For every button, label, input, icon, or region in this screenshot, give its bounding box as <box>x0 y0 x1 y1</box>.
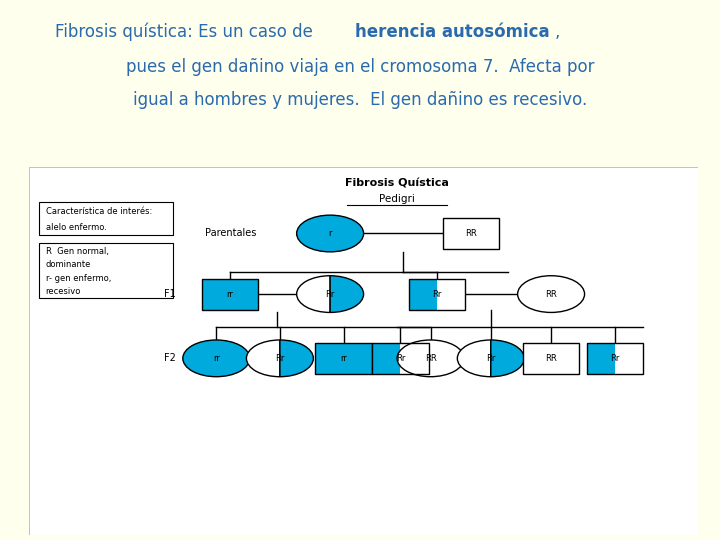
Bar <box>400 343 428 374</box>
Text: Rr: Rr <box>486 354 495 363</box>
Bar <box>39 202 173 235</box>
Bar <box>615 343 643 374</box>
Text: Característica de interés:: Característica de interés: <box>45 207 152 216</box>
Wedge shape <box>246 340 280 377</box>
Bar <box>39 242 173 298</box>
Text: ,: , <box>555 23 560 41</box>
Text: dominante: dominante <box>45 260 91 269</box>
Circle shape <box>518 276 585 313</box>
Circle shape <box>397 340 464 377</box>
Wedge shape <box>491 340 524 377</box>
Bar <box>409 279 437 309</box>
Text: F1: F1 <box>164 289 176 299</box>
Text: Rr: Rr <box>325 289 335 299</box>
Wedge shape <box>330 276 364 313</box>
Bar <box>372 343 400 374</box>
Text: rr: rr <box>226 289 233 299</box>
Bar <box>409 279 465 309</box>
Text: RR: RR <box>465 229 477 238</box>
Text: herencia autosómica: herencia autosómica <box>355 23 549 41</box>
Bar <box>437 279 465 309</box>
Text: RR: RR <box>545 354 557 363</box>
Text: Rr: Rr <box>433 289 442 299</box>
Text: r: r <box>328 229 332 238</box>
Wedge shape <box>297 276 330 313</box>
Text: F2: F2 <box>164 353 176 363</box>
Bar <box>443 218 499 249</box>
Text: RR: RR <box>425 354 436 363</box>
Bar <box>587 343 643 374</box>
Text: Fibrosis quística: Es un caso de: Fibrosis quística: Es un caso de <box>55 23 318 41</box>
Text: rr: rr <box>213 354 220 363</box>
Bar <box>202 279 258 309</box>
Text: Pedigri: Pedigri <box>379 194 415 204</box>
Text: alelo enfermo.: alelo enfermo. <box>45 224 107 233</box>
Text: R  Gen normal,: R Gen normal, <box>45 247 109 255</box>
Circle shape <box>297 215 364 252</box>
Text: rr: rr <box>340 354 347 363</box>
Bar <box>315 343 372 374</box>
Text: Fibrosis Quística: Fibrosis Quística <box>345 179 449 189</box>
Text: recesivo: recesivo <box>45 287 81 296</box>
Bar <box>587 343 615 374</box>
Wedge shape <box>457 340 491 377</box>
Text: Rr: Rr <box>396 354 405 363</box>
Text: RR: RR <box>545 289 557 299</box>
Text: igual a hombres y mujeres.  El gen dañino es recesivo.: igual a hombres y mujeres. El gen dañino… <box>133 91 587 109</box>
Text: r- gen enfermo,: r- gen enfermo, <box>45 274 111 283</box>
Text: Rr: Rr <box>610 354 619 363</box>
Text: pues el gen dañino viaja en el cromosoma 7.  Afecta por: pues el gen dañino viaja en el cromosoma… <box>126 58 594 76</box>
Text: Rr: Rr <box>275 354 284 363</box>
Bar <box>523 343 579 374</box>
Bar <box>372 343 428 374</box>
Wedge shape <box>280 340 313 377</box>
Circle shape <box>183 340 250 377</box>
Text: Parentales: Parentales <box>205 228 256 239</box>
